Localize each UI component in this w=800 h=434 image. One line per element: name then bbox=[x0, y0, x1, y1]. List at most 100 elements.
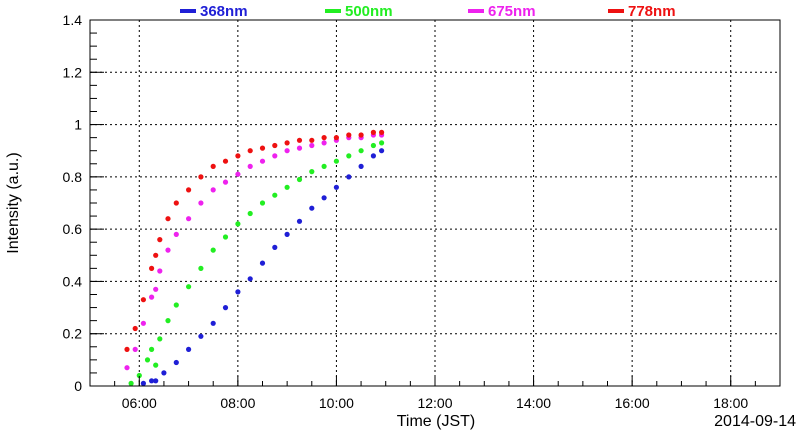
data-point bbox=[149, 378, 155, 384]
data-point bbox=[124, 365, 130, 371]
data-point bbox=[210, 163, 216, 169]
data-point bbox=[321, 195, 327, 201]
y-tick-label: 0.2 bbox=[63, 326, 83, 342]
data-point bbox=[247, 163, 253, 169]
data-point bbox=[132, 346, 138, 352]
legend-label: 778nm bbox=[628, 3, 676, 20]
data-point bbox=[165, 247, 171, 253]
legend-label: 500nm bbox=[345, 3, 393, 20]
data-point bbox=[272, 192, 278, 198]
data-point bbox=[333, 158, 339, 164]
data-point bbox=[222, 179, 229, 185]
data-point bbox=[173, 231, 179, 237]
data-point bbox=[157, 268, 163, 274]
x-tick-label: 06:00 bbox=[122, 395, 157, 411]
data-point bbox=[370, 153, 376, 159]
data-point bbox=[157, 237, 163, 243]
data-point bbox=[153, 378, 159, 384]
data-point bbox=[132, 325, 138, 332]
series-778nm bbox=[124, 129, 385, 352]
data-point bbox=[284, 184, 290, 190]
data-point bbox=[358, 163, 364, 169]
data-point bbox=[173, 302, 179, 308]
data-point bbox=[358, 148, 364, 154]
data-point bbox=[149, 265, 155, 271]
data-point bbox=[321, 163, 327, 169]
data-point bbox=[222, 234, 229, 240]
data-point bbox=[140, 380, 146, 386]
data-point bbox=[235, 221, 241, 227]
data-point bbox=[379, 140, 385, 146]
data-point bbox=[210, 320, 216, 326]
data-series bbox=[124, 129, 385, 386]
data-point bbox=[140, 320, 146, 326]
data-point bbox=[165, 216, 171, 222]
x-tick-label: 18:00 bbox=[713, 395, 748, 411]
data-point bbox=[222, 305, 229, 311]
x-tick-label: 12:00 bbox=[417, 395, 452, 411]
data-point bbox=[165, 318, 171, 324]
data-point bbox=[296, 137, 303, 143]
x-tick-label: 14:00 bbox=[516, 395, 551, 411]
data-point bbox=[321, 140, 327, 146]
y-axis-title: Intensity (a.u.) bbox=[5, 152, 22, 253]
data-point bbox=[210, 187, 216, 193]
data-point bbox=[198, 174, 204, 180]
data-point bbox=[259, 145, 266, 151]
grid-lines bbox=[90, 19, 780, 387]
data-point bbox=[149, 346, 155, 352]
data-point bbox=[284, 231, 290, 237]
y-tick-label: 0 bbox=[74, 378, 82, 394]
data-point bbox=[321, 135, 327, 141]
y-tick-label: 1.4 bbox=[63, 12, 83, 28]
data-point bbox=[153, 252, 159, 258]
data-point bbox=[222, 158, 229, 164]
data-point bbox=[157, 336, 163, 342]
data-point bbox=[379, 129, 385, 135]
data-point bbox=[296, 145, 303, 151]
data-point bbox=[370, 142, 376, 149]
series-500nm bbox=[128, 140, 385, 386]
data-point bbox=[309, 137, 315, 143]
data-point bbox=[136, 372, 142, 379]
legend-label: 675nm bbox=[488, 3, 536, 20]
x-tick-label: 10:00 bbox=[319, 395, 354, 411]
data-point bbox=[186, 187, 192, 193]
data-point bbox=[173, 200, 179, 206]
legend: 368nm 500nm 675nm 778nm bbox=[180, 3, 676, 20]
data-point bbox=[153, 286, 159, 292]
data-point bbox=[198, 265, 204, 271]
data-point bbox=[309, 142, 315, 149]
data-point bbox=[235, 289, 241, 295]
series-675nm bbox=[124, 132, 385, 371]
y-tick-label: 0.6 bbox=[63, 221, 83, 237]
data-point bbox=[346, 174, 352, 180]
data-point bbox=[296, 218, 303, 224]
y-tick-label: 0.4 bbox=[63, 273, 83, 289]
data-point bbox=[186, 216, 192, 222]
data-point bbox=[272, 142, 278, 149]
y-tick-label: 1.2 bbox=[63, 64, 83, 80]
data-point bbox=[284, 140, 290, 146]
data-point bbox=[144, 357, 151, 363]
data-point bbox=[198, 333, 204, 339]
y-tick-label: 1 bbox=[74, 117, 82, 133]
data-point bbox=[247, 276, 253, 282]
data-point bbox=[379, 148, 385, 154]
data-point bbox=[140, 297, 146, 303]
data-point bbox=[309, 205, 315, 211]
data-point bbox=[149, 294, 155, 300]
data-point bbox=[186, 346, 192, 352]
data-point bbox=[235, 171, 241, 177]
data-point bbox=[161, 370, 167, 376]
data-point bbox=[247, 148, 253, 154]
axis-ticks: 06:00 08:00 10:00 12:00 14:00 16:00 18:00 0 0.2 0… bbox=[63, 12, 781, 411]
x-axis-title: Time (JST) bbox=[397, 413, 476, 430]
data-point bbox=[259, 260, 266, 266]
data-point bbox=[210, 247, 216, 253]
data-point bbox=[358, 132, 364, 138]
data-point bbox=[272, 153, 278, 159]
y-tick-label: 0.8 bbox=[63, 169, 83, 185]
data-point bbox=[296, 176, 303, 183]
data-point bbox=[128, 380, 134, 386]
